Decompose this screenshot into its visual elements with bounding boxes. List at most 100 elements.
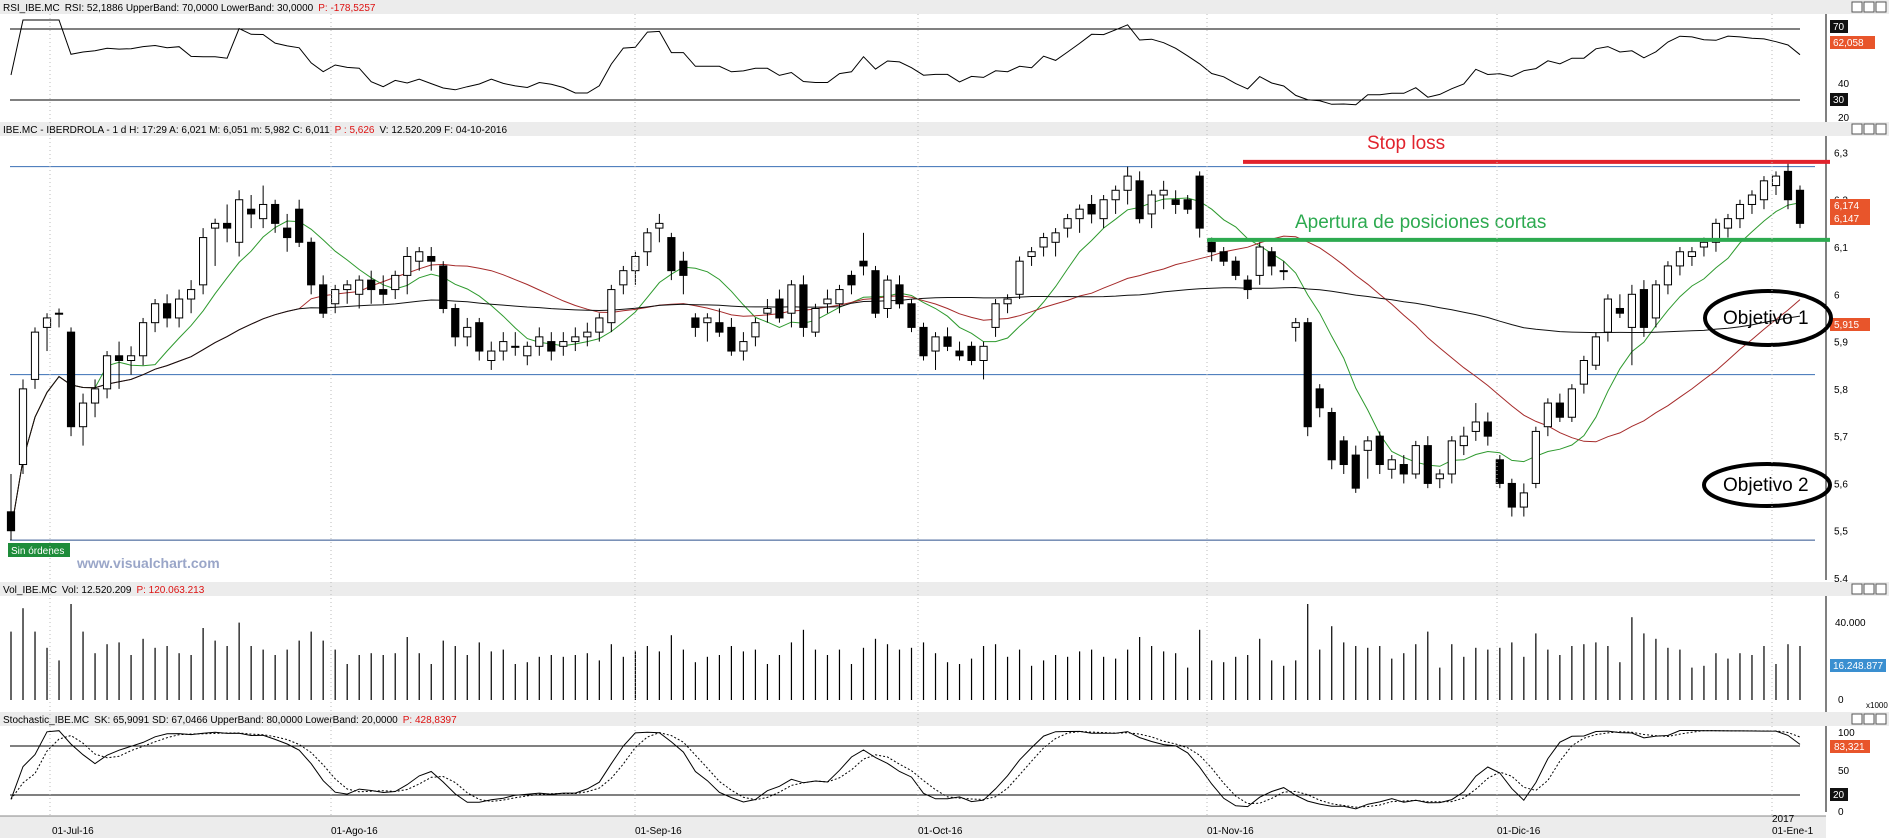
candle (1063, 213, 1072, 238)
candle-body (895, 284, 904, 305)
candle (1183, 195, 1192, 214)
minimize-icon[interactable] (1851, 1, 1863, 13)
moving-averages (10, 197, 1801, 531)
stochastic-last-badge (1830, 740, 1870, 753)
candle-body (367, 279, 376, 291)
candle (1255, 242, 1264, 285)
candle (391, 270, 400, 300)
candle-body (199, 237, 208, 286)
candle (1771, 171, 1781, 196)
candle-body (451, 307, 460, 338)
stochastic-window-controls[interactable] (1851, 713, 1887, 725)
candle-body (174, 298, 184, 319)
candle-body (1039, 237, 1048, 248)
candle (823, 289, 832, 314)
candle (1675, 247, 1685, 276)
candle (1111, 185, 1120, 214)
candle (1003, 294, 1012, 314)
candle (138, 317, 148, 366)
candle-body (1495, 459, 1504, 484)
stochastic-last-badge-text: 83,321 (1834, 742, 1865, 753)
price-tick: 5,8 (1834, 385, 1848, 396)
rsi-window-controls[interactable] (1851, 1, 1887, 13)
candle (1411, 440, 1420, 479)
objetivo-2-ellipse (1702, 462, 1832, 508)
candle (78, 393, 88, 446)
maximize-icon[interactable] (1863, 583, 1875, 595)
close-icon[interactable] (1875, 713, 1887, 725)
candle-body (1711, 222, 1721, 243)
candle (1627, 284, 1637, 366)
candle (979, 341, 988, 380)
candle (1555, 393, 1564, 422)
candle (655, 213, 664, 243)
maximize-icon[interactable] (1863, 1, 1875, 13)
candle-body (18, 388, 28, 466)
candle (259, 185, 268, 229)
candle (355, 275, 364, 309)
x-axis: 01-Jul-16 01-Ago-16 01-Sep-16 01-Oct-16 … (0, 14, 1826, 838)
candle (307, 237, 316, 295)
candle (1507, 478, 1516, 517)
close-icon[interactable] (1875, 583, 1887, 595)
candle-body (1771, 175, 1781, 187)
candle (1519, 483, 1528, 517)
volume-window-controls[interactable] (1851, 583, 1887, 595)
candle-body (1375, 435, 1384, 466)
close-icon[interactable] (1875, 1, 1887, 13)
candle-body (1207, 241, 1216, 253)
minimize-icon[interactable] (1851, 583, 1863, 595)
candle-body (1663, 265, 1673, 286)
candle-body (1279, 270, 1288, 273)
candle (631, 251, 640, 285)
minimize-icon[interactable] (1851, 713, 1863, 725)
candle (1291, 317, 1300, 342)
candle-body (1747, 194, 1757, 205)
price-tick: 5,5 (1834, 527, 1848, 538)
candle (1339, 436, 1348, 474)
candle-body (955, 350, 964, 357)
stochastic-tick-100: 100 (1838, 728, 1855, 739)
candle-body (150, 303, 160, 324)
candle (1687, 247, 1697, 266)
candle (775, 289, 784, 323)
candle-body (571, 336, 580, 343)
candle (1543, 398, 1552, 437)
rsi-plot-area (10, 19, 1801, 106)
close-icon[interactable] (1875, 123, 1887, 135)
candle-body (1387, 459, 1396, 470)
rsi-tick-20: 20 (1838, 113, 1850, 124)
candle (1087, 195, 1096, 224)
candle (295, 199, 304, 248)
x-label-jul: 01-Jul-16 (52, 826, 94, 837)
stochastic-lower-badge (1830, 788, 1848, 801)
candle-body (319, 284, 328, 314)
candle-body (595, 317, 604, 333)
candle-body (535, 336, 544, 347)
candle (150, 299, 160, 333)
candle-body (487, 350, 496, 362)
candle (403, 247, 412, 295)
x-label-nov: 01-Nov-16 (1207, 826, 1254, 837)
candle-body (1195, 175, 1204, 229)
candle (1315, 384, 1324, 418)
candle (583, 322, 592, 347)
candle (871, 265, 880, 318)
price-window-controls[interactable] (1851, 123, 1887, 135)
candle-body (763, 307, 772, 314)
maximize-icon[interactable] (1863, 713, 1875, 725)
price-tick: 5,4 (1834, 574, 1848, 585)
rsi-panel: RSI_IBE.MC RSI: 52,1886 UpperBand: 70,000… (0, 0, 1889, 124)
candle-body (523, 345, 532, 357)
stochastic-plot-area (10, 730, 1801, 810)
candle (415, 247, 424, 271)
candle-body (775, 298, 784, 319)
candle (535, 327, 544, 356)
candle-body (1303, 322, 1312, 428)
maximize-icon[interactable] (1863, 123, 1875, 135)
minimize-icon[interactable] (1851, 123, 1863, 135)
candle-body (54, 312, 64, 315)
month-gridlines (49, 14, 1773, 816)
objetivo-2-label: Objetivo 2 (1723, 475, 1809, 496)
sin-ordenes-badge[interactable] (8, 543, 70, 557)
